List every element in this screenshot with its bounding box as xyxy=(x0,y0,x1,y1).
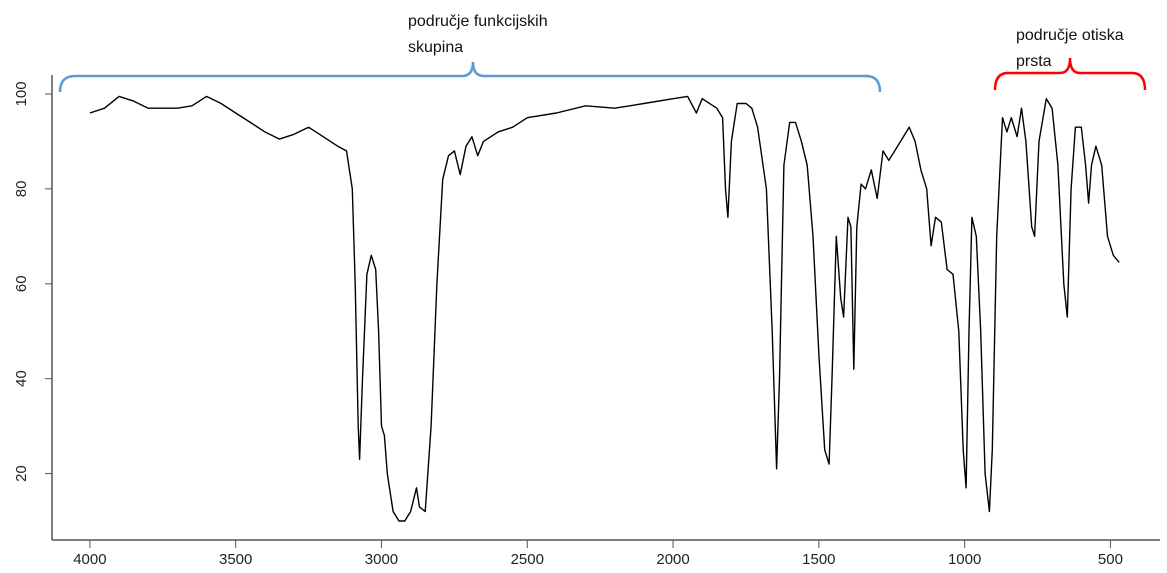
x-tick-label: 3000 xyxy=(365,551,398,568)
x-tick-label: 1000 xyxy=(948,551,981,568)
annotation-line: prsta xyxy=(1016,53,1052,70)
x-tick-label: 1500 xyxy=(802,551,835,568)
y-tick-label: 100 xyxy=(13,81,30,106)
y-tick-label: 60 xyxy=(13,275,30,292)
x-tick-label: 500 xyxy=(1098,551,1123,568)
x-tick-label: 4000 xyxy=(73,551,106,568)
brace-fingerprint xyxy=(993,57,1147,91)
annotation-line: područje funkcijskih xyxy=(408,13,548,30)
spectrum-line xyxy=(89,95,1120,522)
annotation-line: područje otiska xyxy=(1016,27,1124,44)
x-tick-label: 2000 xyxy=(656,551,689,568)
x-tick-label: 3500 xyxy=(219,551,252,568)
y-tick-label: 40 xyxy=(13,370,30,387)
brace-functional xyxy=(58,61,882,93)
annotation-line: skupina xyxy=(408,39,463,56)
x-tick-label: 2500 xyxy=(511,551,544,568)
y-tick-label: 80 xyxy=(13,181,30,198)
y-tick-label: 20 xyxy=(13,465,30,482)
